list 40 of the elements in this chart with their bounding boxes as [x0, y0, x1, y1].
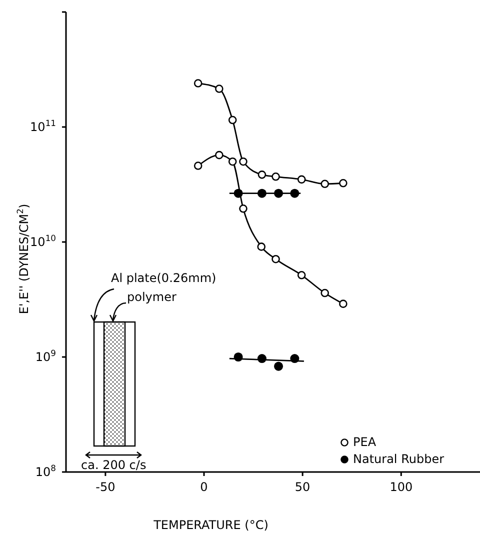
point	[194, 162, 202, 170]
point	[228, 116, 237, 124]
annotation: ca. 200 c/s	[81, 458, 146, 472]
point	[239, 204, 248, 213]
point	[297, 270, 306, 280]
point	[339, 300, 348, 308]
legend-label: PEA	[353, 434, 376, 451]
point	[257, 188, 266, 198]
y-tick-label: 10$^{8}$	[35, 463, 56, 479]
point	[297, 175, 306, 184]
y-tick-label: 10$^{10}$	[30, 233, 56, 249]
point	[320, 180, 329, 188]
y-tick-label: 10$^{9}$	[35, 348, 56, 364]
x-tick-label: 50	[294, 480, 310, 494]
point	[272, 172, 280, 181]
legend-label: Natural Rubber	[353, 451, 444, 468]
x-tick-label: -50	[96, 480, 116, 494]
point	[194, 79, 202, 88]
point	[290, 188, 300, 198]
x-tick-label: 100	[390, 480, 413, 494]
annotation: Al plate(0.26mm)	[111, 271, 216, 285]
point	[258, 170, 266, 179]
point	[272, 254, 280, 264]
point	[290, 354, 300, 364]
point	[339, 178, 348, 188]
annotation: polymer	[127, 290, 176, 304]
point	[239, 157, 248, 166]
y-tick-label: 10$^{11}$	[30, 118, 56, 134]
point	[320, 288, 329, 298]
point	[215, 84, 224, 93]
point	[257, 354, 266, 364]
point	[274, 362, 284, 371]
point	[215, 150, 224, 160]
point	[257, 242, 266, 251]
x-axis-title: TEMPERATURE (°C)	[152, 518, 268, 532]
point	[234, 188, 243, 198]
x-tick-label: 0	[200, 480, 208, 494]
point	[234, 352, 243, 362]
point	[274, 188, 284, 198]
point	[228, 157, 237, 166]
